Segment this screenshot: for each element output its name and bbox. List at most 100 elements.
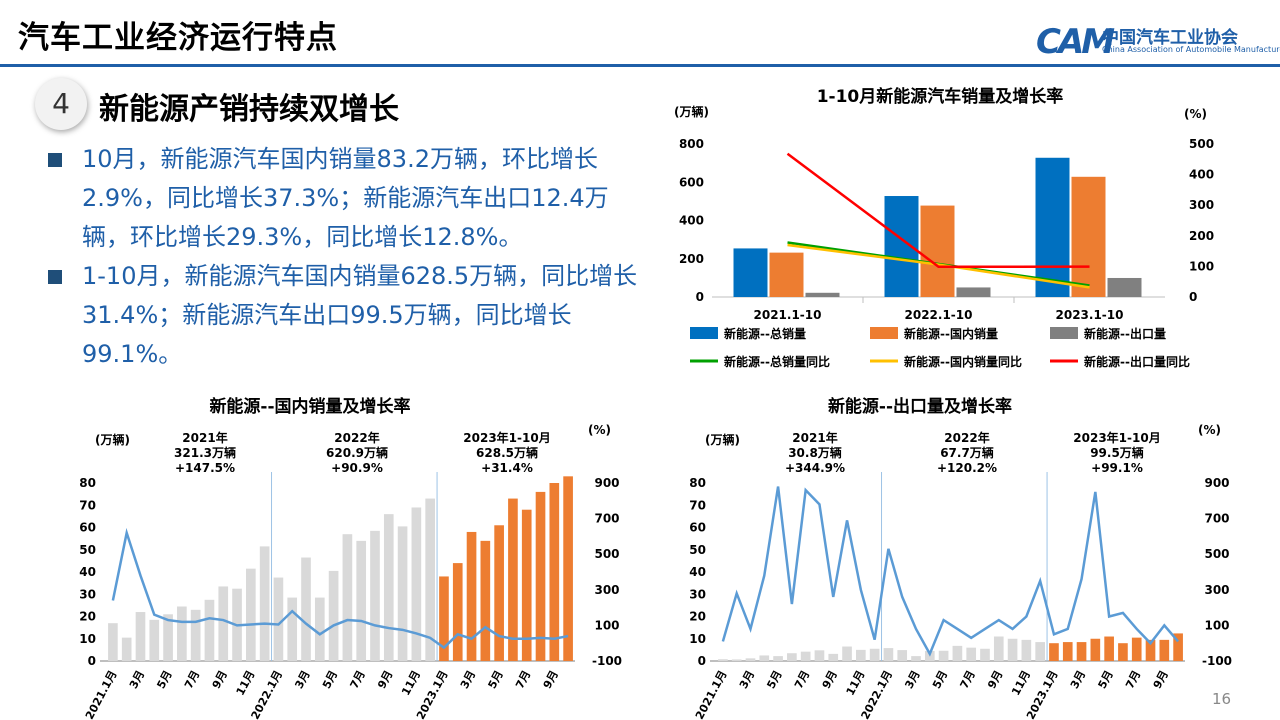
- bar: [108, 623, 118, 661]
- y-tick-left: 40: [79, 565, 96, 579]
- bar: [787, 653, 797, 661]
- y-tick-right: 100: [594, 618, 619, 632]
- bar: [733, 248, 768, 297]
- bar: [301, 557, 311, 661]
- annotation-growth: +31.4%: [481, 461, 533, 475]
- annotation-year: 2023年1-10月: [1073, 430, 1160, 445]
- bar: [1035, 157, 1070, 297]
- legend-swatch: [690, 327, 718, 339]
- y-tick-right: -100: [1202, 654, 1232, 668]
- y-tick-right: 900: [1204, 476, 1229, 490]
- y-tick-left: 400: [679, 214, 704, 228]
- x-tick-label: 9月: [985, 668, 1005, 691]
- y-tick-right: 300: [1204, 583, 1229, 597]
- series-line: [787, 243, 1090, 289]
- y-tick-right: 100: [1204, 618, 1229, 632]
- y-axis-right-unit: (%): [588, 423, 611, 437]
- y-tick-left: 80: [79, 476, 96, 490]
- y-tick-right: 200: [1189, 229, 1214, 243]
- x-tick-label: 3月: [902, 668, 922, 691]
- y-axis-left-unit: (万辆): [95, 432, 130, 447]
- bar: [563, 476, 573, 661]
- y-tick-left: 70: [689, 498, 706, 512]
- bar: [842, 646, 852, 661]
- page-header-title: 汽车工业经济运行特点: [18, 20, 338, 56]
- bar: [204, 599, 215, 661]
- y-tick-left: 800: [679, 137, 704, 151]
- bar: [993, 636, 1004, 661]
- bar: [952, 645, 963, 661]
- cam-logo-cn: 中国汽车工业协会: [1102, 28, 1238, 48]
- bar: [259, 546, 270, 661]
- bar: [1021, 639, 1032, 661]
- bar: [521, 509, 532, 661]
- y-tick-left: 70: [79, 498, 96, 512]
- x-tick-label: 9月: [820, 668, 840, 691]
- bar: [1071, 176, 1106, 297]
- x-tick-label: 11月: [1009, 668, 1033, 697]
- bar: [177, 606, 187, 661]
- y-tick-left: 30: [79, 587, 96, 601]
- chart-export-growth: 新能源--出口量及增长率 (万辆) (%) 0 10 20 30 40 50 60 70 80 -100…: [689, 396, 1232, 720]
- bullet-square-icon: [48, 153, 62, 167]
- bar: [956, 287, 991, 297]
- x-tick-label: 2021.1月: [83, 668, 120, 720]
- growth-line: [111, 527, 569, 650]
- y-tick-right: 100: [1189, 259, 1214, 273]
- legend-label: 新能源--国内销量同比: [904, 354, 1022, 369]
- cam-logo: CAM 中国汽车工业协会 China Association of Automo…: [1036, 20, 1280, 62]
- bullet-item: 1-10月，新能源汽车国内销量628.5万辆，同比增长31.4%；新能源汽车出口…: [48, 257, 648, 374]
- x-tick-label: 7月: [1123, 668, 1143, 691]
- bar: [356, 540, 367, 661]
- bar: [828, 653, 839, 661]
- x-tick-label: 9月: [210, 668, 230, 691]
- x-tick-label: 2022.1-10: [905, 308, 973, 322]
- y-tick-right: 700: [1204, 512, 1229, 526]
- x-tick-label: 5月: [930, 668, 950, 691]
- y-tick-left: 60: [689, 521, 706, 535]
- bar: [480, 540, 491, 661]
- bar: [1049, 643, 1059, 661]
- chart-title: 新能源--国内销量及增长率: [209, 396, 410, 417]
- x-tick-label: 5月: [320, 668, 340, 691]
- y-tick-left: 50: [79, 543, 96, 557]
- chart-domestic-sales-growth: 新能源--国内销量及增长率 (万辆) (%) 0 10 20 30 40 50 60 70 80 -10…: [79, 396, 622, 720]
- bar: [273, 577, 284, 661]
- y-axis-left-unit: (万辆): [705, 432, 740, 447]
- annotation-year: 2022年: [334, 430, 379, 445]
- bar: [314, 597, 325, 661]
- x-tick-label: 7月: [792, 668, 812, 691]
- y-tick-left: 200: [679, 252, 704, 266]
- x-tick-label: 7月: [182, 668, 202, 691]
- bar: [411, 507, 422, 661]
- chart-title: 新能源--出口量及增长率: [828, 396, 1012, 417]
- cam-logo-en: China Association of Automobile Manufact…: [1102, 45, 1280, 54]
- y-tick-left: 10: [689, 632, 706, 646]
- y-tick-right: 700: [594, 512, 619, 526]
- bar: [769, 252, 804, 297]
- y-tick-left: 20: [79, 610, 96, 624]
- legend-label: 新能源--国内销量: [904, 326, 998, 341]
- annotation-growth: +99.1%: [1091, 461, 1143, 475]
- bar: [980, 648, 990, 661]
- y-tick-left: 600: [679, 175, 704, 189]
- annotation-growth: +90.9%: [331, 461, 383, 475]
- bar: [383, 514, 394, 661]
- bullet-text: 10月，新能源汽车国内销量83.2万辆，环比增长2.9%，同比增长37.3%；新…: [82, 145, 609, 251]
- legend-label: 新能源--总销量同比: [724, 354, 830, 369]
- legend-label: 新能源--出口量同比: [1084, 354, 1190, 369]
- x-tick-label: 2021.1月: [693, 668, 730, 720]
- bar: [535, 491, 546, 661]
- bar: [773, 656, 783, 661]
- bar: [759, 655, 770, 661]
- section-title: 新能源产销持续双增长: [99, 92, 399, 127]
- x-tick-label: 5月: [486, 668, 506, 691]
- bar: [246, 568, 256, 661]
- bar: [149, 619, 160, 661]
- legend-label: 新能源--出口量: [1084, 326, 1166, 341]
- bar: [731, 659, 742, 661]
- bar: [1173, 633, 1183, 661]
- y-tick-right: 900: [594, 476, 619, 490]
- y-tick-left: 40: [689, 565, 706, 579]
- bullet-square-icon: [48, 270, 62, 284]
